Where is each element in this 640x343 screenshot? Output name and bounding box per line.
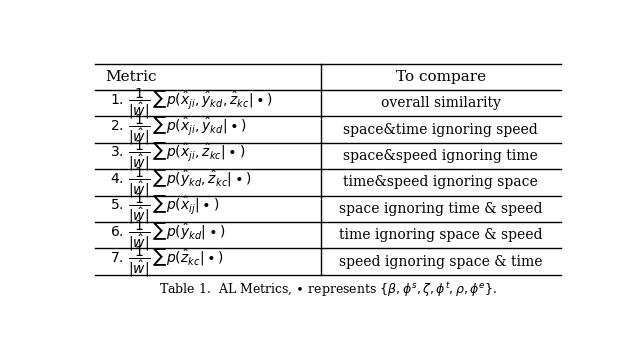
Text: $3.\,\dfrac{1}{|\hat{w}|}\,\sum p(\hat{x}_{ji}, \hat{z}_{kc}|\bullet)$: $3.\,\dfrac{1}{|\hat{w}|}\,\sum p(\hat{x… — [110, 139, 245, 173]
Text: space&speed ignoring time: space&speed ignoring time — [344, 149, 538, 163]
Text: $6.\,\dfrac{1}{|\hat{w}|}\,\sum p(\hat{y}_{kd}|\bullet)$: $6.\,\dfrac{1}{|\hat{w}|}\,\sum p(\hat{y… — [110, 218, 225, 252]
Text: Metric: Metric — [105, 70, 156, 84]
Text: time ignoring space & speed: time ignoring space & speed — [339, 228, 543, 242]
Text: $7.\,\dfrac{1}{|\hat{w}|}\,\sum p(\hat{z}_{kc}|\bullet)$: $7.\,\dfrac{1}{|\hat{w}|}\,\sum p(\hat{z… — [110, 245, 224, 279]
Text: overall similarity: overall similarity — [381, 96, 500, 110]
Text: $4.\,\dfrac{1}{|\hat{w}|}\,\sum p(\hat{y}_{kd}, \hat{z}_{kc}|\bullet)$: $4.\,\dfrac{1}{|\hat{w}|}\,\sum p(\hat{y… — [110, 165, 252, 200]
Text: space ignoring time & speed: space ignoring time & speed — [339, 202, 543, 216]
Text: Table 1.  AL Metrics, $\bullet$ represents $\{\beta, \phi^s, \zeta, \phi^t, \rho: Table 1. AL Metrics, $\bullet$ represent… — [159, 281, 497, 299]
Text: $1.\,\dfrac{1}{|\hat{w}|}\,\sum p(\hat{x}_{ji}, \hat{y}_{kd}, \hat{z}_{kc}|\bull: $1.\,\dfrac{1}{|\hat{w}|}\,\sum p(\hat{x… — [110, 86, 273, 120]
Text: $2.\,\dfrac{1}{|\hat{w}|}\,\sum p(\hat{x}_{ji}, \hat{y}_{kd}|\bullet)$: $2.\,\dfrac{1}{|\hat{w}|}\,\sum p(\hat{x… — [110, 113, 247, 147]
Text: speed ignoring space & time: speed ignoring space & time — [339, 255, 543, 269]
Text: time&speed ignoring space: time&speed ignoring space — [344, 176, 538, 189]
Text: To compare: To compare — [396, 70, 486, 84]
Text: $5.\,\dfrac{1}{|\hat{w}|}\,\sum p(\hat{x}_{ij}|\bullet)$: $5.\,\dfrac{1}{|\hat{w}|}\,\sum p(\hat{x… — [110, 192, 219, 226]
Text: space&time ignoring speed: space&time ignoring speed — [344, 123, 538, 137]
